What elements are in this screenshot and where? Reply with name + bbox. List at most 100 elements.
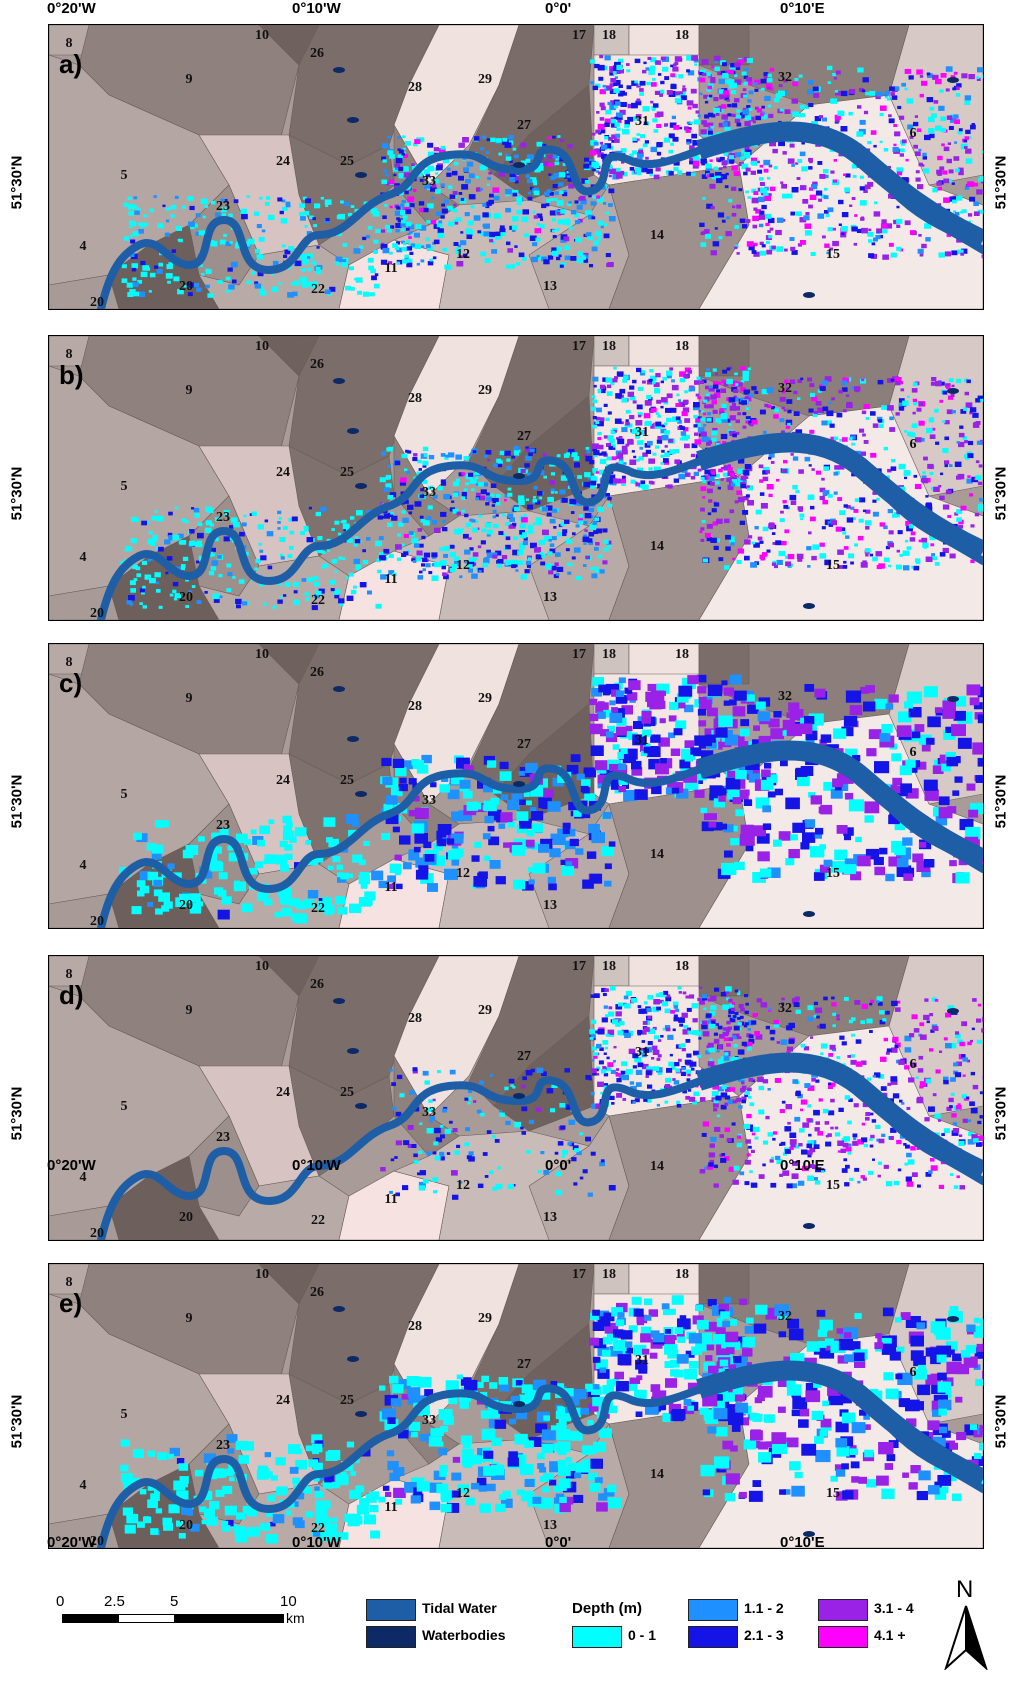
flood-cell: [668, 715, 677, 722]
flood-cell: [385, 224, 391, 229]
flood-cell: [963, 407, 968, 411]
flood-cell: [657, 414, 661, 418]
flood-cell: [608, 188, 615, 194]
flood-cell: [748, 107, 753, 111]
flood-cell: [399, 203, 405, 208]
flood-cell: [536, 223, 540, 226]
flood-cell: [822, 235, 826, 239]
flood-cell: [432, 256, 437, 260]
flood-cell: [479, 495, 486, 501]
flood-cell: [408, 236, 412, 239]
flood-cell: [280, 218, 288, 224]
flood-cell: [697, 468, 702, 472]
flood-cell: [700, 431, 707, 437]
flood-cell: [650, 734, 661, 743]
flood-cell: [932, 187, 938, 193]
flood-cell: [550, 1108, 556, 1113]
flood-cell: [428, 485, 434, 490]
district-label: 17: [572, 339, 586, 354]
flood-cell: [593, 151, 597, 155]
flood-cell: [463, 791, 473, 799]
flood-cell: [588, 532, 595, 537]
flood-cell: [597, 123, 605, 130]
district-label: 4: [80, 239, 87, 254]
flood-cell: [644, 400, 652, 406]
flood-cell: [221, 207, 227, 213]
flood-cell: [735, 99, 739, 102]
flood-cell: [511, 559, 518, 565]
flood-cell: [602, 811, 612, 819]
flood-cell: [610, 118, 617, 124]
flood-cell: [456, 511, 461, 516]
flood-cell: [701, 436, 709, 442]
flood-cell: [564, 519, 570, 524]
flood-cell: [653, 174, 660, 180]
flood-cell: [149, 272, 156, 278]
flood-cell: [553, 574, 559, 579]
flood-cell: [220, 198, 225, 202]
flood-cell: [700, 527, 705, 531]
flood-cell: [763, 159, 771, 166]
flood-cell: [821, 380, 829, 386]
flood-cell: [760, 503, 768, 509]
flood-cell: [469, 478, 477, 484]
flood-cell: [675, 720, 687, 730]
flood-cell: [342, 557, 346, 560]
waterbody: [333, 378, 345, 384]
waterbody: [333, 686, 345, 692]
flood-cell: [154, 510, 159, 513]
flood-cell: [753, 242, 758, 247]
flood-cell: [730, 838, 740, 846]
flood-cell: [736, 122, 742, 127]
flood-cell: [398, 783, 408, 792]
flood-cell: [704, 813, 713, 821]
flood-cell: [680, 431, 687, 436]
flood-cell: [693, 424, 698, 428]
flood-cell: [642, 380, 646, 384]
flood-cell: [405, 209, 412, 215]
flood-cell: [695, 422, 701, 427]
flood-cell: [809, 383, 815, 388]
flood-cell: [545, 198, 551, 203]
flood-cell: [737, 382, 743, 387]
flood-cell: [490, 137, 496, 142]
flood-cell: [883, 148, 889, 152]
flood-cell: [638, 430, 645, 436]
flood-cell: [747, 500, 754, 506]
flood-cell: [888, 814, 900, 825]
flood-cell: [915, 437, 922, 443]
flood-cell: [529, 235, 537, 241]
flood-cell: [418, 865, 429, 874]
flood-cell: [443, 574, 449, 580]
flood-cell: [400, 477, 407, 483]
flood-cell: [980, 398, 983, 402]
flood-cell: [897, 711, 912, 723]
flood-cell: [750, 170, 756, 175]
flood-cell: [601, 389, 606, 394]
district-label: 24: [276, 465, 290, 480]
flood-cell: [638, 483, 644, 488]
flood-cell: [177, 533, 184, 539]
flood-cell: [893, 143, 897, 147]
flood-cell: [652, 381, 656, 385]
flood-cell: [303, 525, 309, 530]
flood-cell: [684, 126, 689, 131]
flood-cell: [727, 789, 740, 800]
flood-cell: [723, 165, 727, 169]
flood-cell: [743, 496, 749, 501]
flood-cell: [632, 734, 646, 746]
flood-cell: [732, 706, 746, 717]
flood-cell: [449, 1120, 453, 1124]
flood-cell: [404, 468, 408, 472]
flood-cell: [736, 204, 742, 209]
flood-cell: [804, 456, 811, 462]
flood-cell: [609, 712, 623, 723]
flood-cell: [603, 403, 608, 407]
flood-cell: [511, 564, 516, 569]
flood-cell: [616, 112, 623, 118]
flood-cell: [660, 405, 664, 409]
flood-cell: [713, 502, 720, 507]
flood-cell: [126, 546, 133, 552]
flood-cell: [707, 412, 712, 416]
flood-cell: [169, 593, 174, 597]
